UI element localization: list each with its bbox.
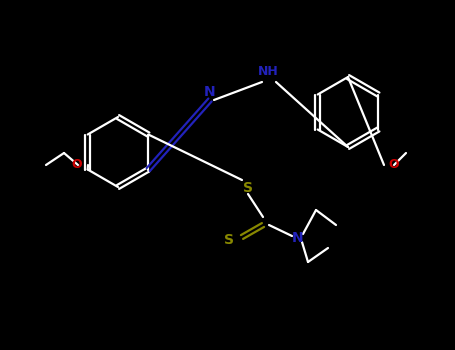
Text: O: O xyxy=(71,159,82,172)
Text: S: S xyxy=(224,233,234,247)
Text: S: S xyxy=(243,181,253,195)
Text: N: N xyxy=(204,85,216,99)
Text: NH: NH xyxy=(258,65,278,78)
Text: N: N xyxy=(292,231,304,245)
Text: O: O xyxy=(388,159,399,172)
